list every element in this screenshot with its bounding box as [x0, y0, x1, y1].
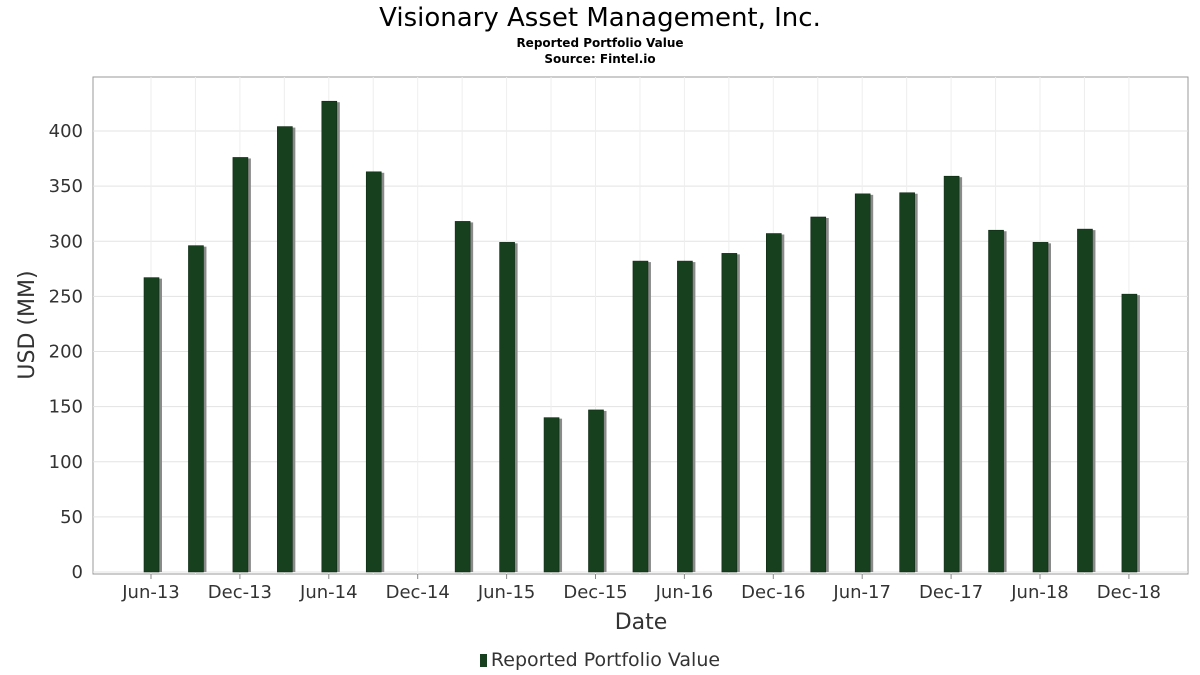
- bar: [277, 126, 293, 573]
- y-tick-label: 350: [49, 176, 83, 197]
- bar: [143, 277, 160, 573]
- bar: [543, 417, 560, 573]
- x-tick-label: Jun-18: [1010, 582, 1069, 603]
- chart-title: Visionary Asset Management, Inc.: [379, 3, 821, 33]
- y-tick-label: 50: [60, 507, 83, 528]
- bar: [454, 221, 471, 573]
- bar: [588, 409, 604, 573]
- x-tick-label: Jun-16: [655, 582, 714, 603]
- bar: [765, 233, 782, 573]
- y-tick-label: 150: [49, 397, 83, 418]
- bar: [365, 171, 382, 573]
- bar: [677, 260, 693, 573]
- bar: [943, 175, 960, 573]
- bar: [899, 192, 915, 573]
- bar: [188, 245, 204, 573]
- x-tick-label: Jun-13: [121, 582, 180, 603]
- y-tick-label: 300: [49, 231, 83, 252]
- y-tick-label: 100: [49, 452, 83, 473]
- bar: [321, 100, 338, 573]
- x-tick-label: Jun-15: [477, 582, 536, 603]
- x-tick-label: Dec-16: [741, 582, 805, 603]
- y-tick-label: 0: [72, 562, 83, 583]
- chart-source: Source: Fintel.io: [544, 52, 656, 66]
- y-tick-label: 400: [49, 121, 83, 142]
- bar: [632, 260, 649, 573]
- x-tick-label: Dec-18: [1097, 582, 1161, 603]
- bar: [854, 193, 871, 573]
- x-tick-label: Jun-17: [832, 582, 891, 603]
- bar: [232, 157, 249, 573]
- legend-label: Reported Portfolio Value: [490, 649, 721, 671]
- bar: [1077, 228, 1093, 573]
- bar: [1121, 293, 1138, 573]
- x-tick-label: Jun-14: [299, 582, 358, 603]
- bar: [721, 253, 738, 573]
- x-axis-label: Date: [615, 610, 668, 635]
- bar: [499, 242, 515, 573]
- legend: Reported Portfolio Value: [0, 648, 1200, 672]
- y-tick-label: 200: [49, 342, 83, 363]
- x-tick-label: Dec-14: [386, 582, 450, 603]
- bar: [1032, 242, 1049, 573]
- y-tick-label: 250: [49, 286, 83, 307]
- legend-swatch: [479, 654, 487, 667]
- x-tick-label: Dec-17: [919, 582, 983, 603]
- chart-subtitle: Reported Portfolio Value: [516, 36, 684, 50]
- x-tick-label: Dec-15: [563, 582, 627, 603]
- y-axis-label: USD (MM): [15, 270, 40, 379]
- bar: [988, 229, 1004, 573]
- x-tick-label: Dec-13: [208, 582, 272, 603]
- bar: [810, 216, 827, 573]
